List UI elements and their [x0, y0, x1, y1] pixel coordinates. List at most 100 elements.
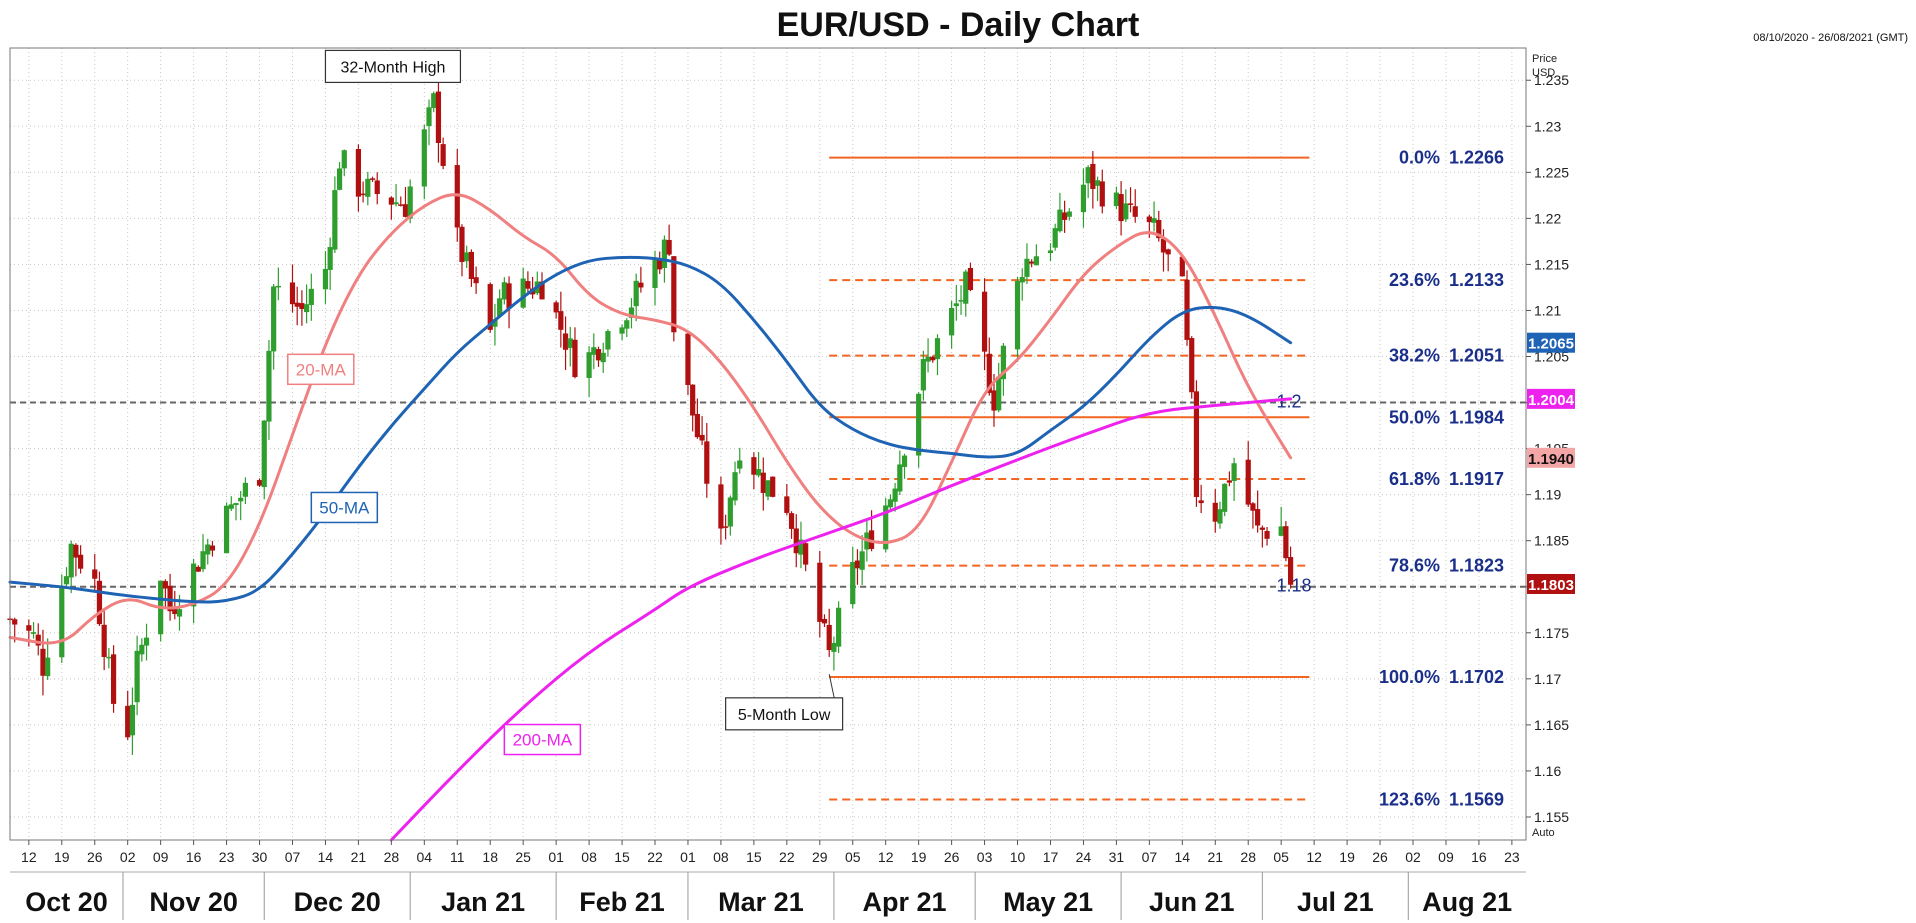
candle-body — [398, 204, 404, 206]
x-tick-label: 30 — [252, 849, 268, 865]
candle-body — [558, 311, 564, 330]
fib-level-percent: 0.0% — [1399, 148, 1440, 168]
x-tick-label: 28 — [384, 849, 400, 865]
month-label: Oct 20 — [25, 887, 108, 917]
candle-body — [831, 642, 837, 652]
x-tick-label: 12 — [21, 849, 37, 865]
candle-body — [233, 503, 239, 505]
month-label: Jun 21 — [1149, 887, 1235, 917]
x-tick-label: 16 — [186, 849, 202, 865]
candle-body — [520, 278, 526, 308]
x-tick-label: 04 — [417, 849, 433, 865]
fib-level-percent: 50.0% — [1389, 407, 1440, 427]
candle-body — [407, 186, 413, 219]
x-tick-label: 26 — [87, 849, 103, 865]
candle-body — [191, 563, 197, 607]
x-tick-label: 08 — [581, 849, 597, 865]
callout-text: 32-Month High — [340, 59, 445, 76]
candle-body — [63, 576, 70, 585]
x-tick-label: 22 — [647, 849, 663, 865]
candle-body — [59, 587, 65, 658]
candle-body — [1231, 463, 1237, 481]
candle-body — [1165, 249, 1171, 255]
candle-body — [991, 390, 997, 411]
fib-level-percent: 123.6% — [1379, 789, 1440, 809]
candle-body — [633, 280, 639, 307]
fib-level-percent: 100.0% — [1379, 667, 1440, 687]
candle-body — [958, 300, 964, 302]
candle-body — [35, 634, 41, 646]
candle-body — [567, 338, 573, 348]
ma_20-label-box — [287, 353, 355, 386]
candle-body — [737, 460, 743, 469]
candle-body — [1283, 526, 1289, 559]
candle-body — [553, 302, 559, 313]
candle-body — [501, 282, 507, 300]
candle-body — [850, 562, 856, 605]
candle-body — [139, 644, 145, 655]
fib-level-price: 1.2133 — [1449, 270, 1504, 290]
x-tick-label: 21 — [1207, 849, 1223, 865]
fib-level-price: 1.2051 — [1449, 346, 1504, 366]
x-tick-label: 07 — [285, 849, 301, 865]
x-tick-label: 09 — [1438, 849, 1454, 865]
ma20-line — [8, 193, 1293, 645]
x-tick-label: 19 — [911, 849, 927, 865]
x-tick-label: 16 — [1471, 849, 1487, 865]
candle-body — [685, 333, 691, 385]
candle-body — [694, 414, 700, 438]
candle-body — [1132, 206, 1138, 217]
candle-body — [1255, 509, 1261, 526]
candle-body — [421, 129, 427, 187]
candle-body — [45, 657, 51, 677]
x-tick-label: 03 — [977, 849, 993, 865]
candle-body — [704, 441, 710, 484]
candle-body — [920, 359, 926, 391]
y-tick-label: 1.22 — [1534, 210, 1561, 226]
x-tick-label: 10 — [1010, 849, 1026, 865]
candle-body — [1222, 483, 1228, 512]
month-label: May 21 — [1003, 887, 1093, 917]
y-tick-label: 1.23 — [1534, 118, 1561, 134]
candle-body — [953, 303, 959, 307]
candle-body — [464, 252, 470, 262]
candle-body — [125, 705, 131, 738]
candle-body — [1080, 184, 1087, 213]
candle-body — [986, 353, 992, 393]
candle-body — [1123, 203, 1129, 220]
y-tick-label: 1.225 — [1534, 164, 1569, 180]
candle-body — [1160, 238, 1167, 253]
candle-body — [110, 654, 117, 704]
candle-body — [167, 585, 173, 612]
candle-body — [289, 282, 296, 305]
y-tick-label: 1.185 — [1534, 533, 1569, 549]
x-tick-label: 11 — [450, 849, 465, 865]
candle-body — [732, 472, 738, 501]
x-tick-label: 26 — [944, 849, 960, 865]
candle-body — [327, 247, 333, 270]
x-tick-label: 28 — [1240, 849, 1256, 865]
fib-level-percent: 61.8% — [1389, 469, 1440, 489]
fib-level-price: 1.1569 — [1449, 789, 1504, 809]
x-tick-label: 18 — [482, 849, 498, 865]
y-axis: 1.1551.161.1651.171.1751.181.1851.191.19… — [1526, 53, 1575, 839]
x-tick-label: 12 — [1306, 849, 1322, 865]
candle-body — [817, 562, 823, 622]
candle-body — [826, 624, 832, 651]
month-label: Aug 21 — [1422, 887, 1512, 917]
fib-level-price: 1.1984 — [1449, 407, 1504, 427]
candle-body — [468, 251, 474, 279]
x-tick-label: 19 — [54, 849, 70, 865]
candle-body — [1118, 194, 1124, 222]
candle-body — [195, 566, 201, 572]
candle-body — [223, 505, 230, 554]
candle-body — [275, 285, 281, 288]
candle-body — [586, 352, 592, 379]
candle-body — [12, 619, 18, 625]
candle-body — [506, 283, 512, 309]
y-tick-label: 1.235 — [1534, 72, 1569, 88]
candle-body — [101, 624, 107, 657]
candle-body — [836, 607, 842, 647]
fibonacci-layer: 0.0% 1.2266 23.6% 1.2133 38.2% 1.2051 50.0% 1.1… — [829, 148, 1504, 809]
x-tick-label: 22 — [779, 849, 795, 865]
